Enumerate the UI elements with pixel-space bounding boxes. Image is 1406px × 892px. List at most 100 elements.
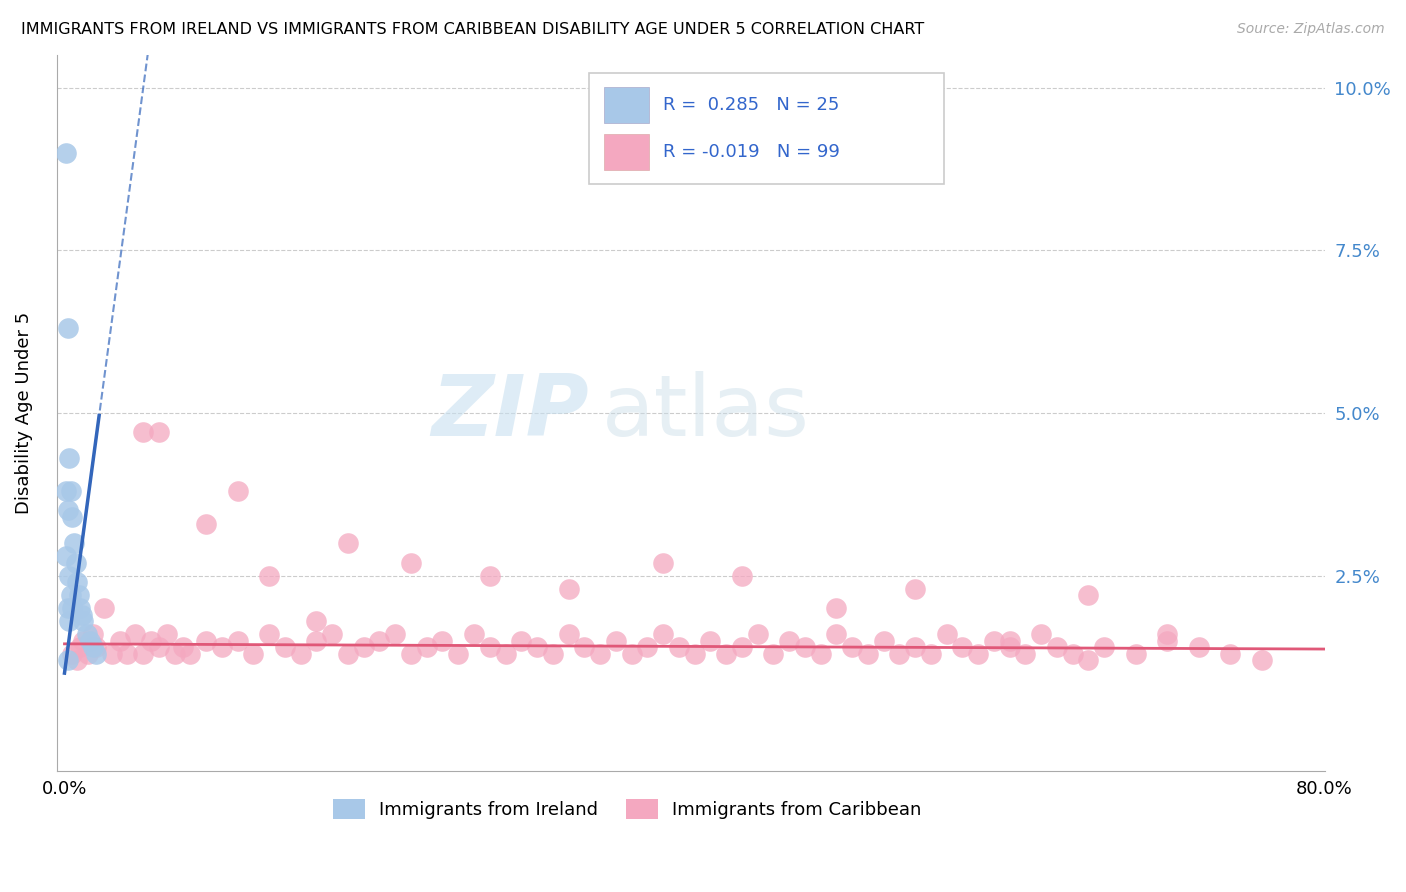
Point	[72, 614, 94, 628]
Point	[526, 640, 548, 654]
Point	[60, 601, 83, 615]
Point	[65, 556, 87, 570]
Point	[652, 627, 675, 641]
Point	[55, 549, 77, 563]
Point	[353, 640, 375, 654]
Point	[1014, 647, 1036, 661]
Point	[1187, 640, 1209, 654]
Point	[82, 640, 104, 654]
Point	[274, 640, 297, 654]
Point	[1092, 640, 1115, 654]
Point	[478, 640, 501, 654]
Point	[668, 640, 690, 654]
Point	[825, 627, 848, 641]
Point	[117, 647, 139, 661]
Text: IMMIGRANTS FROM IRELAND VS IMMIGRANTS FROM CARIBBEAN DISABILITY AGE UNDER 5 CORR: IMMIGRANTS FROM IRELAND VS IMMIGRANTS FR…	[21, 22, 924, 37]
Point	[841, 640, 863, 654]
Point	[211, 640, 233, 654]
Point	[163, 647, 186, 661]
Point	[59, 588, 82, 602]
Point	[557, 582, 579, 596]
Point	[290, 647, 312, 661]
Point	[998, 633, 1021, 648]
Point	[305, 614, 328, 628]
Point	[510, 633, 533, 648]
Point	[148, 425, 170, 440]
Point	[384, 627, 406, 641]
Point	[132, 425, 155, 440]
Point	[399, 647, 422, 661]
Point	[82, 627, 104, 641]
Point	[226, 633, 249, 648]
Point	[124, 627, 146, 641]
Point	[983, 633, 1005, 648]
Point	[132, 647, 155, 661]
Point	[72, 633, 94, 648]
Point	[368, 633, 391, 648]
Point	[156, 627, 179, 641]
Point	[714, 647, 737, 661]
Point	[56, 503, 79, 517]
Point	[55, 145, 77, 160]
Legend: Immigrants from Ireland, Immigrants from Caribbean: Immigrants from Ireland, Immigrants from…	[325, 792, 929, 826]
Point	[1125, 647, 1147, 661]
Point	[557, 627, 579, 641]
Point	[305, 633, 328, 648]
Point	[172, 640, 194, 654]
Point	[148, 640, 170, 654]
Y-axis label: Disability Age Under 5: Disability Age Under 5	[15, 312, 32, 514]
Point	[416, 640, 439, 654]
Point	[84, 640, 107, 654]
Point	[337, 647, 360, 661]
Point	[69, 601, 91, 615]
Text: Source: ZipAtlas.com: Source: ZipAtlas.com	[1237, 22, 1385, 37]
Point	[1156, 633, 1178, 648]
Point	[747, 627, 769, 641]
Point	[636, 640, 658, 654]
Point	[195, 516, 218, 531]
Point	[70, 607, 93, 622]
Text: R = -0.019   N = 99: R = -0.019 N = 99	[662, 143, 839, 161]
Point	[77, 647, 100, 661]
Point	[63, 536, 86, 550]
FancyBboxPatch shape	[605, 134, 648, 169]
FancyBboxPatch shape	[605, 87, 648, 123]
Text: atlas: atlas	[602, 371, 810, 454]
Point	[55, 483, 77, 498]
Point	[60, 647, 83, 661]
Point	[463, 627, 485, 641]
FancyBboxPatch shape	[589, 73, 945, 184]
Point	[58, 568, 80, 582]
Point	[242, 647, 264, 661]
Point	[58, 614, 80, 628]
Point	[60, 510, 83, 524]
Point	[447, 647, 470, 661]
Point	[257, 627, 280, 641]
Point	[79, 633, 101, 648]
Point	[58, 451, 80, 466]
Point	[84, 647, 107, 661]
Point	[920, 647, 942, 661]
Point	[778, 633, 800, 648]
Point	[683, 647, 706, 661]
Point	[76, 627, 98, 641]
Point	[967, 647, 990, 661]
Point	[589, 647, 612, 661]
Point	[998, 640, 1021, 654]
Point	[100, 647, 122, 661]
Point	[56, 321, 79, 335]
Point	[1029, 627, 1052, 641]
Point	[478, 568, 501, 582]
Point	[1250, 653, 1272, 667]
Point	[66, 653, 89, 667]
Text: ZIP: ZIP	[432, 371, 589, 454]
Point	[856, 647, 879, 661]
Point	[605, 633, 627, 648]
Point	[321, 627, 343, 641]
Point	[257, 568, 280, 582]
Point	[93, 601, 115, 615]
Point	[495, 647, 517, 661]
Point	[872, 633, 894, 648]
Point	[69, 640, 91, 654]
Text: R =  0.285   N = 25: R = 0.285 N = 25	[662, 96, 839, 114]
